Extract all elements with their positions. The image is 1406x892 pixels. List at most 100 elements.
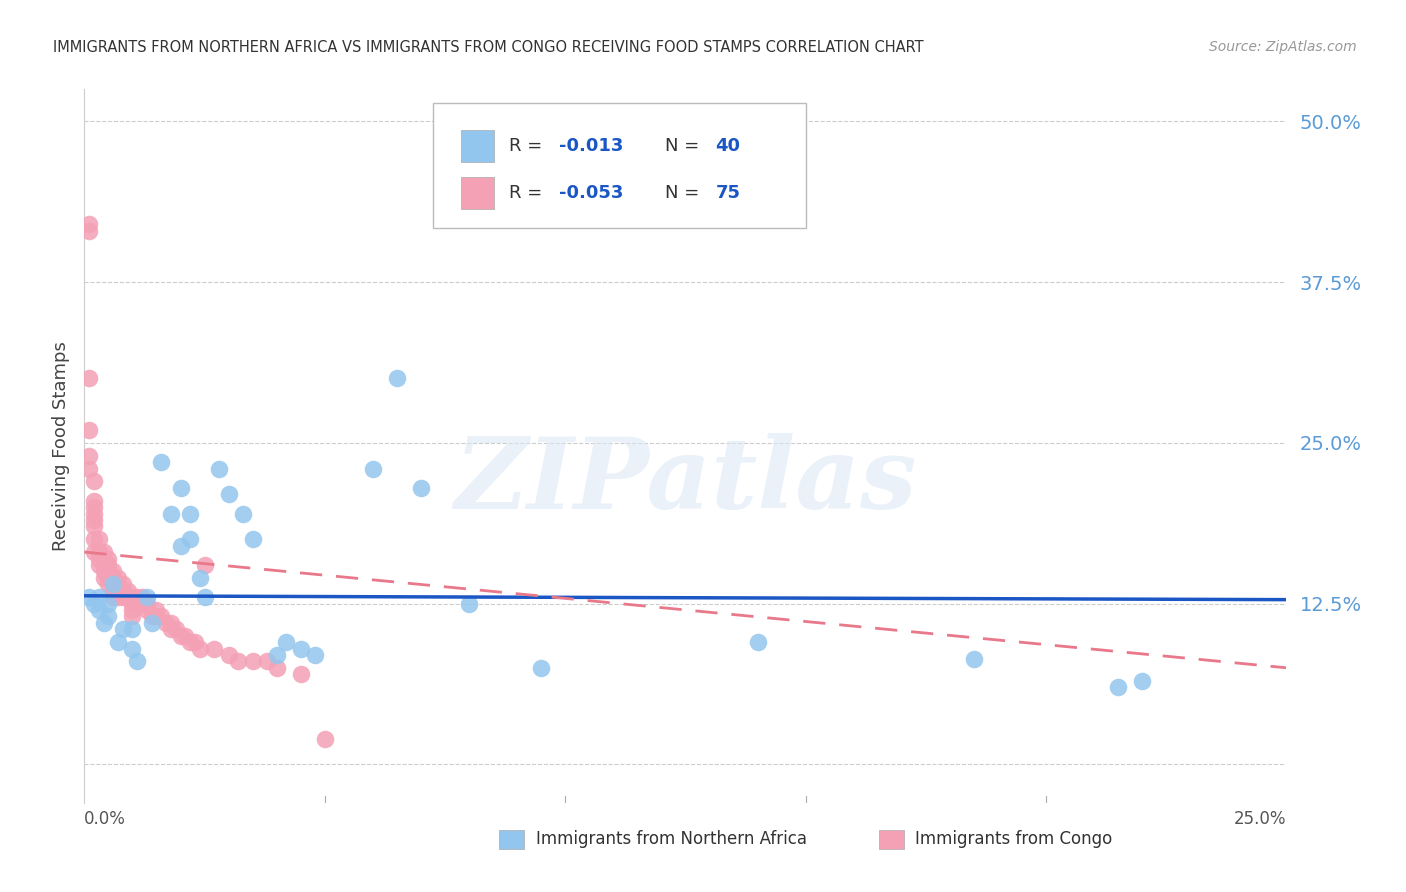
Point bbox=[135, 590, 157, 604]
Point bbox=[87, 551, 110, 566]
Point bbox=[188, 641, 211, 656]
Text: -0.053: -0.053 bbox=[560, 184, 624, 202]
Point bbox=[97, 609, 120, 624]
Point bbox=[103, 571, 125, 585]
Point bbox=[83, 519, 105, 533]
FancyBboxPatch shape bbox=[461, 177, 495, 209]
Point bbox=[127, 597, 149, 611]
Text: Immigrants from Northern Africa: Immigrants from Northern Africa bbox=[536, 830, 807, 848]
Point bbox=[290, 667, 312, 681]
Point bbox=[266, 661, 288, 675]
Point bbox=[77, 449, 100, 463]
Point bbox=[121, 609, 143, 624]
Point bbox=[127, 590, 149, 604]
Point bbox=[135, 603, 157, 617]
Point bbox=[266, 648, 288, 662]
Point bbox=[290, 641, 312, 656]
Point bbox=[93, 551, 115, 566]
Point bbox=[93, 615, 115, 630]
Point bbox=[93, 558, 115, 572]
Point bbox=[97, 551, 120, 566]
Point bbox=[87, 545, 110, 559]
Text: IMMIGRANTS FROM NORTHERN AFRICA VS IMMIGRANTS FROM CONGO RECEIVING FOOD STAMPS C: IMMIGRANTS FROM NORTHERN AFRICA VS IMMIG… bbox=[53, 40, 924, 55]
Point bbox=[83, 500, 105, 514]
Point bbox=[1107, 680, 1129, 694]
Point bbox=[314, 731, 336, 746]
Point bbox=[165, 622, 187, 636]
Text: Immigrants from Congo: Immigrants from Congo bbox=[915, 830, 1112, 848]
Point bbox=[117, 583, 139, 598]
Point bbox=[77, 590, 100, 604]
Text: ZIPatlas: ZIPatlas bbox=[454, 434, 917, 530]
Point bbox=[141, 615, 163, 630]
Point bbox=[458, 597, 481, 611]
Point bbox=[208, 461, 231, 475]
Text: 40: 40 bbox=[716, 137, 741, 155]
Point bbox=[93, 565, 115, 579]
Point bbox=[77, 217, 100, 231]
Point bbox=[111, 583, 134, 598]
Point bbox=[409, 481, 432, 495]
Point bbox=[111, 622, 134, 636]
Text: 0.0%: 0.0% bbox=[84, 810, 127, 828]
Point bbox=[83, 545, 105, 559]
Point bbox=[97, 577, 120, 591]
Point bbox=[963, 652, 986, 666]
Point bbox=[179, 533, 201, 547]
Point bbox=[107, 571, 129, 585]
Point bbox=[169, 629, 191, 643]
Point bbox=[77, 371, 100, 385]
Point bbox=[77, 224, 100, 238]
Point bbox=[87, 590, 110, 604]
FancyBboxPatch shape bbox=[461, 130, 495, 162]
Point bbox=[77, 423, 100, 437]
Point bbox=[103, 583, 125, 598]
Point bbox=[121, 641, 143, 656]
Point bbox=[103, 577, 125, 591]
Point bbox=[1130, 673, 1153, 688]
Point bbox=[121, 590, 143, 604]
Point bbox=[97, 565, 120, 579]
Point bbox=[160, 507, 183, 521]
Point bbox=[127, 654, 149, 668]
Point bbox=[121, 622, 143, 636]
Point bbox=[385, 371, 408, 385]
Point bbox=[174, 629, 197, 643]
Point bbox=[155, 615, 177, 630]
Point bbox=[83, 597, 105, 611]
Point bbox=[169, 539, 191, 553]
Point bbox=[145, 603, 167, 617]
Point bbox=[87, 533, 110, 547]
Text: N =: N = bbox=[665, 184, 704, 202]
Point bbox=[121, 603, 143, 617]
Point bbox=[194, 590, 217, 604]
Point bbox=[141, 609, 163, 624]
Point bbox=[747, 635, 769, 649]
Point bbox=[242, 533, 264, 547]
Point bbox=[87, 545, 110, 559]
Point bbox=[256, 654, 278, 668]
Point bbox=[169, 481, 191, 495]
Point bbox=[97, 597, 120, 611]
Point bbox=[97, 571, 120, 585]
Point bbox=[121, 597, 143, 611]
Point bbox=[87, 558, 110, 572]
Point bbox=[87, 603, 110, 617]
Point bbox=[131, 597, 153, 611]
Point bbox=[179, 507, 201, 521]
Point bbox=[107, 583, 129, 598]
Point bbox=[111, 590, 134, 604]
Point bbox=[150, 609, 173, 624]
Point bbox=[188, 571, 211, 585]
Point bbox=[83, 533, 105, 547]
Point bbox=[83, 493, 105, 508]
Point bbox=[77, 461, 100, 475]
Point bbox=[184, 635, 207, 649]
Text: N =: N = bbox=[665, 137, 704, 155]
Point bbox=[103, 590, 125, 604]
Point bbox=[93, 545, 115, 559]
Point bbox=[93, 571, 115, 585]
Point bbox=[202, 641, 225, 656]
Point bbox=[83, 507, 105, 521]
Point bbox=[111, 577, 134, 591]
